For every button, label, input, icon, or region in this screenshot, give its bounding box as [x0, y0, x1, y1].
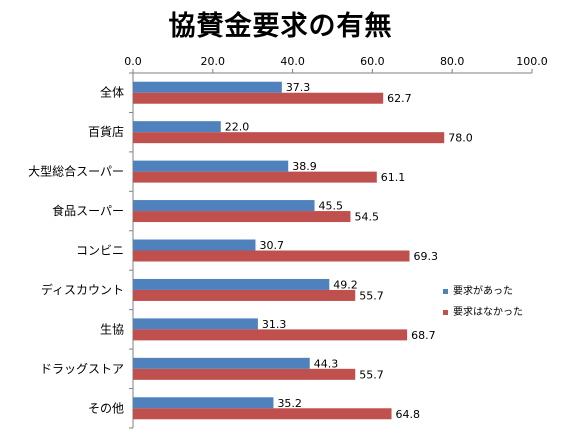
- bar-not-requested: [133, 289, 356, 301]
- bar-not-requested: [133, 132, 445, 144]
- legend-item-not-requested: 要求はなかった: [443, 303, 523, 318]
- chart-title: 協賛金要求の有無: [168, 11, 393, 42]
- data-label: 64.8: [396, 408, 421, 421]
- bar-not-requested: [133, 408, 392, 420]
- x-tick-label: 60.0: [360, 55, 385, 68]
- bar-requested: [133, 81, 282, 93]
- legend-label-requested: 要求があった: [453, 286, 513, 297]
- data-label: 61.1: [381, 171, 406, 184]
- x-tick-label: 40.0: [280, 55, 305, 68]
- data-label: 62.7: [387, 92, 412, 105]
- bar-not-requested: [133, 211, 351, 223]
- bar-not-requested: [133, 329, 408, 341]
- category-label: ドラッグストア: [40, 362, 124, 376]
- category-label: 大型総合スーパー: [28, 164, 124, 179]
- bar-not-requested: [133, 171, 377, 183]
- category-label: その他: [88, 401, 124, 415]
- data-label: 68.7: [411, 329, 436, 342]
- category-label: 食品スーパー: [52, 203, 124, 218]
- bar-requested: [133, 278, 330, 290]
- bar-requested: [133, 160, 289, 172]
- bar-not-requested: [133, 368, 356, 380]
- legend-swatch-requested: [443, 288, 448, 294]
- x-tick-label: 100.0: [516, 55, 548, 68]
- category-label: コンビニ: [76, 244, 124, 258]
- data-label: 30.7: [259, 239, 284, 252]
- data-label: 55.7: [359, 289, 384, 302]
- bar-not-requested: [133, 250, 410, 262]
- x-tick-label: 0.0: [124, 55, 142, 68]
- legend-swatch-not-requested: [443, 309, 448, 315]
- data-label: 49.2: [333, 278, 358, 291]
- category-label: 生協: [100, 321, 124, 336]
- data-label: 35.2: [277, 397, 302, 410]
- data-label: 78.0: [448, 132, 473, 145]
- data-label: 38.9: [292, 160, 317, 173]
- data-label: 55.7: [359, 368, 384, 381]
- data-label: 22.0: [225, 121, 250, 134]
- bar-not-requested: [133, 92, 384, 104]
- bar-requested: [133, 239, 256, 251]
- bar-requested: [133, 318, 258, 330]
- data-label: 37.3: [286, 81, 311, 94]
- data-label: 44.3: [314, 357, 339, 370]
- x-tick-label: 80.0: [440, 55, 465, 68]
- category-label: 全体: [100, 85, 124, 100]
- bar-requested: [133, 397, 274, 409]
- x-tick-label: 20.0: [201, 55, 226, 68]
- legend-item-requested: 要求があった: [443, 282, 513, 297]
- data-label: 69.3: [414, 250, 439, 263]
- bar-requested: [133, 121, 221, 133]
- data-label: 45.5: [319, 200, 344, 213]
- data-label: 31.3: [262, 318, 287, 331]
- category-label: 百貨店: [88, 124, 124, 139]
- bar-requested: [133, 357, 310, 369]
- legend-label-not-requested: 要求はなかった: [453, 307, 523, 318]
- category-label: ディスカウント: [41, 282, 124, 297]
- data-label: 54.5: [354, 211, 379, 224]
- bar-requested: [133, 200, 315, 212]
